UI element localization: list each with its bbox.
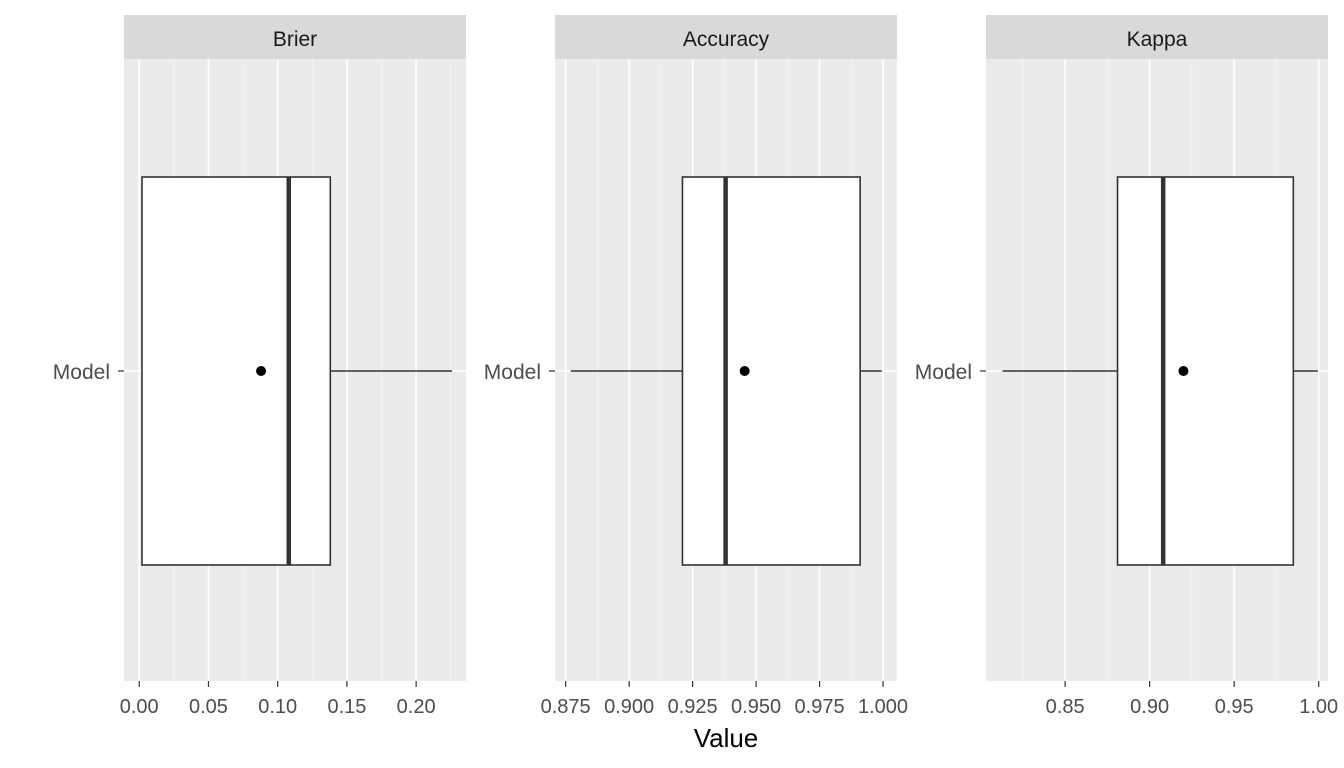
x-tick-label: 0.95: [1215, 696, 1254, 718]
iqr-box: [681, 176, 861, 566]
x-tick-label: 0.20: [397, 696, 436, 718]
x-tick-label: 0.05: [189, 696, 228, 718]
y-tick-label: Model: [53, 361, 110, 384]
facet-strip: [555, 15, 897, 59]
mean-point: [739, 366, 750, 376]
facet-panel-kappa: Kappa Model 0.85 0.90 0.95 1.00: [915, 15, 1338, 718]
facet-strip-label: Accuracy: [683, 28, 770, 51]
x-tick-label: 0.15: [327, 696, 366, 718]
x-tick-label: 0.900: [604, 696, 654, 718]
x-tick-label: 0.950: [731, 696, 781, 718]
x-tick-label: 0.85: [1046, 696, 1085, 718]
x-tick-label: 1.000: [858, 696, 908, 718]
iqr-box: [141, 176, 332, 566]
facet-strip: [124, 15, 466, 59]
facet-strip-label: Brier: [273, 28, 317, 51]
facet-strip-label: Kappa: [1127, 28, 1188, 51]
x-tick-label: 0.10: [258, 696, 297, 718]
facet-panel-accuracy: Accuracy Model 0.875 0.900 0.925 0.950 0.975 1.…: [484, 15, 908, 718]
y-tick-label: Model: [484, 361, 541, 384]
x-tick-label: 0.90: [1130, 696, 1169, 718]
iqr-box: [1116, 176, 1295, 566]
x-tick-label: 1.00: [1299, 696, 1338, 718]
facet-panel-brier: Brier Model 0.00 0.05 0.10 0.15 0.20: [53, 15, 466, 718]
x-axis-title: Value: [694, 723, 759, 753]
mean-point: [256, 366, 267, 376]
x-tick-label: 0.925: [668, 696, 718, 718]
x-tick-label: 0.00: [120, 696, 159, 718]
x-tick-label: 0.875: [541, 696, 591, 718]
x-tick-label: 0.975: [795, 696, 845, 718]
facet-strip: [986, 15, 1328, 59]
mean-point: [1178, 366, 1189, 376]
y-tick-label: Model: [915, 361, 972, 384]
